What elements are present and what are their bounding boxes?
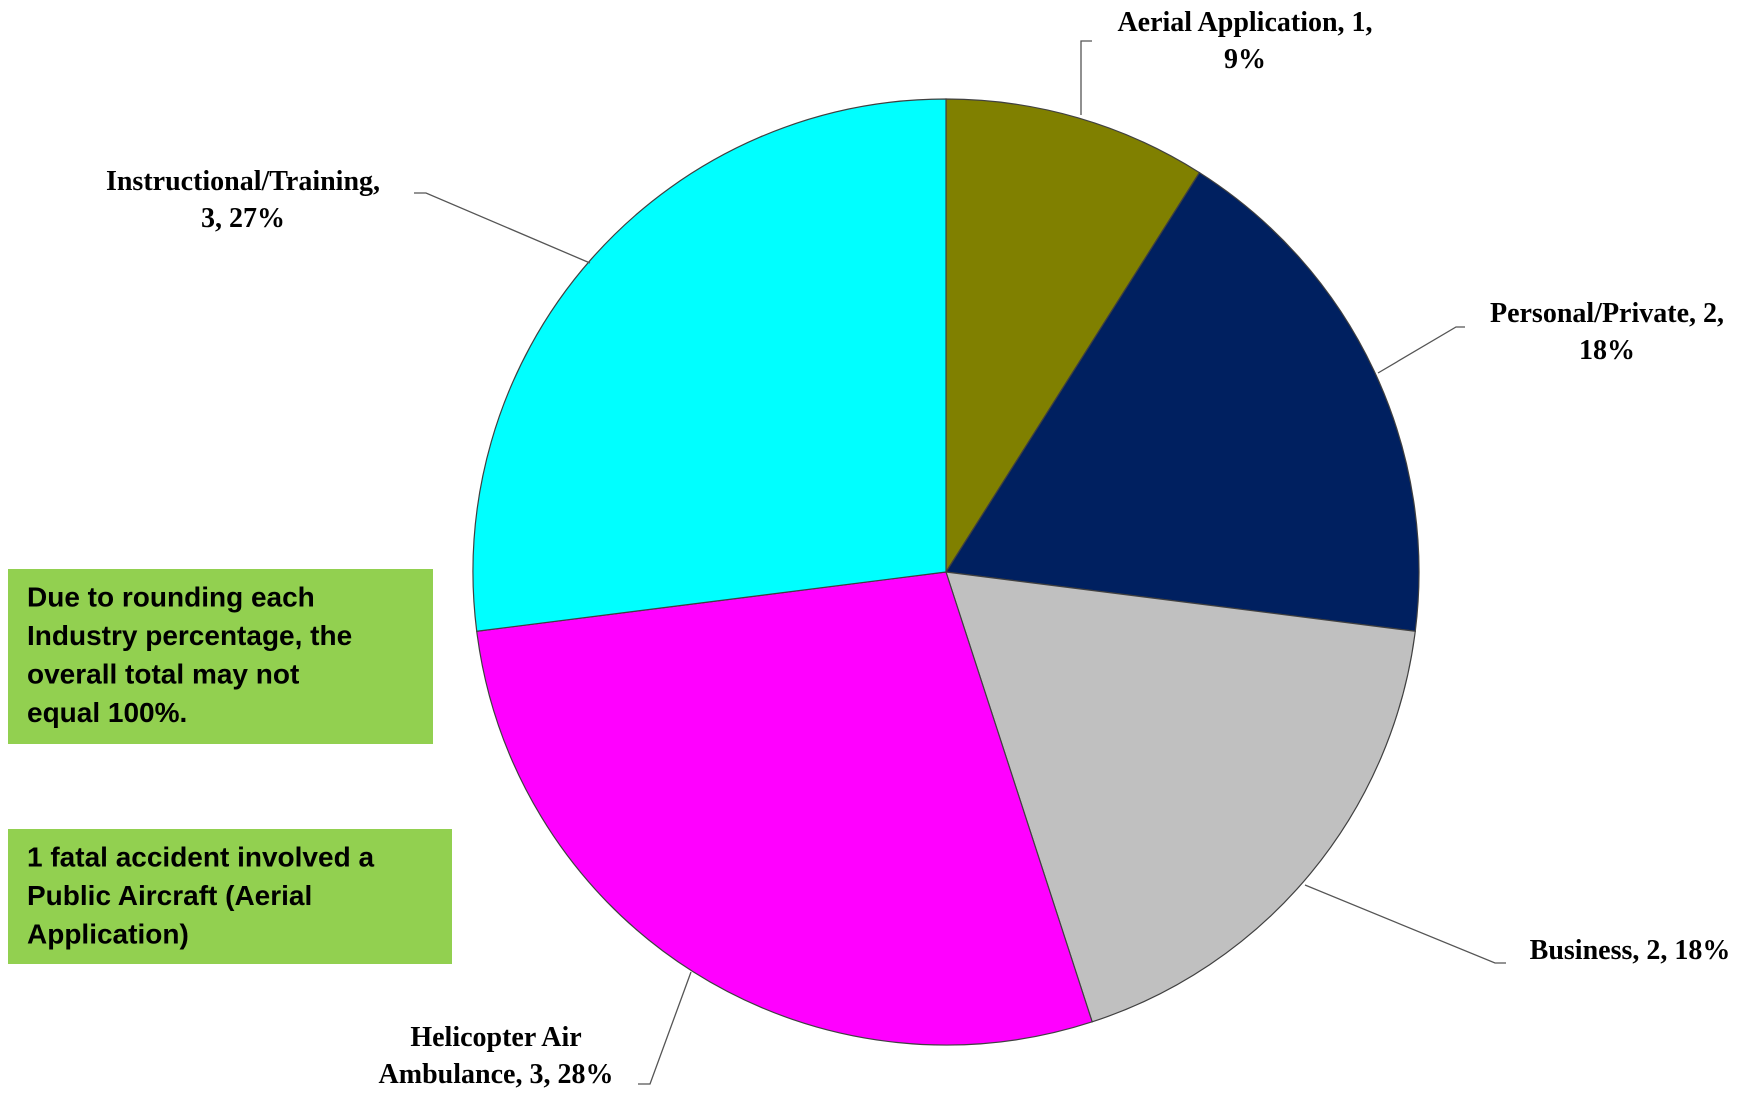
data-label-line: Instructional/Training, [106, 166, 380, 197]
note-text: Public Aircraft (Aerial [27, 880, 312, 911]
data-label-line: 9% [1224, 44, 1266, 75]
note-text: Application) [27, 918, 189, 949]
pie-slice [945, 571, 1416, 1023]
note-text: equal 100%. [27, 697, 187, 728]
note-text: Due to rounding each [27, 581, 315, 612]
data-label: Instructional/Training, 3, 27% [106, 166, 380, 234]
data-label-line: Helicopter Air [410, 1022, 581, 1053]
note-text: overall total may not [27, 658, 299, 689]
data-label-line: 18% [1579, 335, 1635, 366]
note-text: Industry percentage, the [27, 620, 352, 651]
leader-line [638, 971, 692, 1085]
data-label-line: Ambulance, 3, 28% [379, 1059, 614, 1090]
data-label: Business, 2, 18% [1530, 935, 1731, 966]
pie-slice [945, 98, 1201, 575]
data-label-line: Aerial Application, 1, [1117, 7, 1372, 38]
leader-line [1080, 40, 1092, 115]
data-label: Aerial Application, 1, 9% [1117, 7, 1372, 75]
pie-slice [476, 571, 1093, 1046]
note-box [8, 569, 433, 744]
leader-line [1377, 326, 1465, 374]
leader-line [1304, 884, 1506, 964]
leader-line [414, 192, 591, 264]
data-label: Personal/Private, 2, 18% [1490, 298, 1724, 366]
data-label-line: Personal/Private, 2, [1490, 298, 1724, 329]
note-text: 1 fatal accident involved a [27, 841, 374, 872]
pie-slice [944, 171, 1420, 632]
data-label: Helicopter Air Ambulance, 3, 28% [379, 1022, 614, 1090]
pie-slice [472, 98, 947, 632]
data-label-line: Business, 2, 18% [1530, 935, 1731, 966]
data-label-line: 3, 27% [201, 203, 285, 234]
note-box [8, 829, 452, 964]
